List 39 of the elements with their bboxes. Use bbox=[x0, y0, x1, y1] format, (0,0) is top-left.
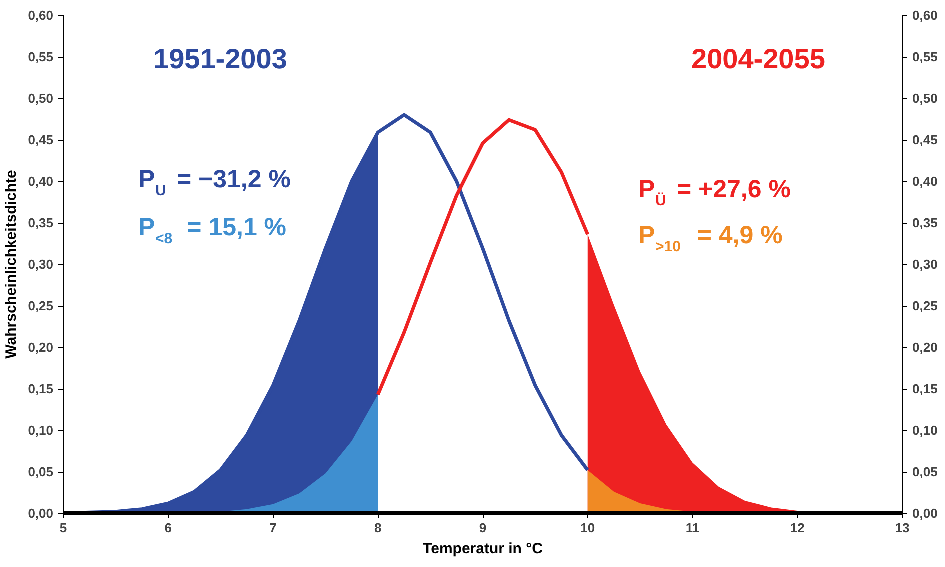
y2-tick-label: 0,55 bbox=[912, 50, 938, 64]
y-tick-label: 0,30 bbox=[28, 257, 54, 272]
x-tick-label: 12 bbox=[790, 520, 805, 536]
y2-tick-label: 0,00 bbox=[912, 506, 938, 521]
y-tick-label: 0,00 bbox=[28, 506, 54, 521]
x-tick-label: 13 bbox=[895, 520, 910, 536]
y2-tick-label: 0,60 bbox=[912, 8, 938, 23]
x-tick-label: 6 bbox=[164, 520, 172, 536]
y2-tick-label: 0,15 bbox=[912, 382, 938, 396]
x-tick-label: 7 bbox=[270, 520, 277, 536]
y-tick-label: 0,10 bbox=[28, 423, 54, 438]
x-tick-label: 8 bbox=[374, 520, 382, 536]
text: 1951-2003 bbox=[154, 44, 288, 74]
x-tick-label: 5 bbox=[60, 520, 68, 536]
y-tick-label: 0,50 bbox=[28, 91, 54, 106]
y-tick-label: 0,40 bbox=[28, 174, 54, 189]
y2-tick-label: 0,45 bbox=[912, 132, 938, 148]
y2-tick-label: 0,30 bbox=[912, 257, 938, 272]
y-tick-label: 0,45 bbox=[28, 132, 54, 148]
y2-tick-label: 0,35 bbox=[912, 216, 938, 230]
y2-tick-label: 0,10 bbox=[912, 423, 938, 438]
y2-tick-label: 0,05 bbox=[912, 464, 938, 480]
text: 2004-2055 bbox=[692, 44, 826, 74]
y-tick-label: 0,25 bbox=[28, 298, 54, 314]
y-tick-label: 0,60 bbox=[28, 8, 54, 23]
y-axis-title: Wahrscheinlichkeitsdichte bbox=[3, 170, 20, 359]
x-tick-label: 11 bbox=[686, 520, 700, 536]
y2-tick-label: 0,25 bbox=[912, 298, 938, 314]
y-tick-label: 0,15 bbox=[28, 382, 54, 396]
x-tick-label: 10 bbox=[580, 520, 596, 536]
y2-tick-label: 0,40 bbox=[912, 174, 938, 189]
y-tick-label: 0,55 bbox=[28, 50, 54, 64]
y2-tick-label: 0,50 bbox=[912, 91, 938, 106]
y-tick-label: 0,35 bbox=[28, 216, 54, 230]
y-tick-label: 0,05 bbox=[28, 464, 54, 480]
x-axis-title: Temperatur in °C bbox=[423, 540, 544, 558]
y2-tick-label: 0,20 bbox=[912, 340, 938, 355]
y-tick-label: 0,20 bbox=[28, 340, 54, 355]
x-tick-label: 9 bbox=[479, 520, 487, 536]
